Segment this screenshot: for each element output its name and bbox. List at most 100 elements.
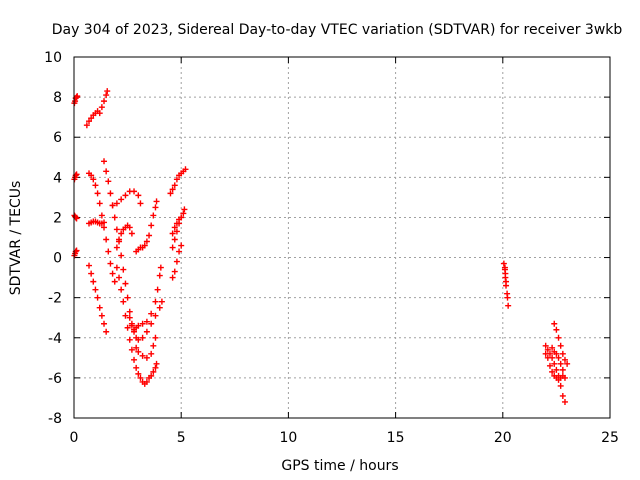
data-point — [88, 115, 95, 122]
data-point — [116, 236, 123, 243]
data-series-1 — [71, 93, 81, 107]
data-point — [549, 344, 556, 351]
data-point — [128, 230, 135, 237]
data-point — [133, 364, 140, 371]
data-point — [118, 230, 125, 237]
data-point — [107, 190, 114, 197]
data-point — [88, 270, 95, 277]
data-point — [126, 224, 133, 231]
data-point — [167, 190, 174, 197]
data-series-6 — [86, 218, 108, 227]
data-point — [542, 342, 549, 349]
data-point — [103, 236, 110, 243]
data-point — [173, 220, 180, 227]
y-tick-label: 4 — [53, 170, 62, 186]
data-point — [561, 398, 568, 405]
data-point — [128, 322, 135, 329]
data-point — [120, 298, 127, 305]
data-point — [137, 374, 144, 381]
data-point — [109, 270, 116, 277]
data-point — [113, 244, 120, 251]
data-point — [105, 248, 112, 255]
data-point — [153, 360, 160, 367]
data-point — [546, 362, 553, 369]
data-point — [109, 202, 116, 209]
data-point — [156, 272, 163, 279]
data-point — [152, 364, 159, 371]
y-tick-label: 2 — [53, 210, 62, 226]
data-point — [171, 236, 178, 243]
data-point — [148, 350, 155, 357]
data-point — [173, 176, 180, 183]
data-point — [156, 304, 163, 311]
data-point — [169, 230, 176, 237]
y-tick-label: 8 — [53, 90, 62, 106]
y-tick-labels: -8 -6 -4 -2 0 2 4 6 8 10 — [44, 50, 62, 427]
data-point — [86, 262, 93, 269]
data-point — [171, 224, 178, 231]
data-point — [131, 356, 138, 363]
data-point — [107, 260, 114, 267]
data-series-17 — [169, 206, 188, 251]
data-point — [502, 270, 509, 277]
data-point — [96, 200, 103, 207]
x-tick-label: 10 — [279, 430, 297, 446]
data-point — [126, 308, 133, 315]
data-point — [90, 176, 97, 183]
data-point — [105, 178, 112, 185]
data-point — [126, 336, 133, 343]
data-series-24 — [551, 320, 571, 367]
data-point — [553, 350, 560, 357]
data-points — [71, 88, 571, 405]
data-point — [555, 354, 562, 361]
data-point — [103, 92, 110, 99]
y-tick-label: -6 — [48, 371, 62, 387]
data-point — [173, 228, 180, 235]
data-point — [113, 200, 120, 207]
data-series-23 — [542, 350, 568, 383]
data-point — [559, 350, 566, 357]
data-point — [94, 190, 101, 197]
data-point — [135, 348, 142, 355]
data-point — [92, 286, 99, 293]
data-point — [551, 360, 558, 367]
data-point — [139, 320, 146, 327]
data-point — [98, 212, 105, 219]
data-point — [141, 242, 148, 249]
data-point — [564, 360, 571, 367]
data-point — [120, 266, 127, 273]
data-point — [150, 342, 157, 349]
data-point — [154, 286, 161, 293]
data-point — [143, 238, 150, 245]
data-point — [74, 93, 81, 100]
data-point — [143, 328, 150, 335]
data-point — [176, 248, 183, 255]
data-point — [557, 360, 564, 367]
data-point — [553, 366, 560, 373]
x-tick-label: 20 — [494, 430, 512, 446]
data-point — [103, 328, 110, 335]
data-point — [559, 366, 566, 373]
data-point — [152, 312, 159, 319]
data-point — [559, 392, 566, 399]
data-series-20 — [500, 260, 512, 309]
data-point — [116, 274, 123, 281]
data-point — [542, 350, 549, 357]
data-point — [173, 258, 180, 265]
data-point — [139, 334, 146, 341]
data-point — [73, 247, 80, 254]
data-point — [152, 334, 159, 341]
data-series-25 — [549, 344, 566, 373]
x-tick-label: 25 — [601, 430, 619, 446]
data-point — [122, 312, 129, 319]
data-series-12 — [113, 264, 160, 387]
data-point — [501, 264, 508, 271]
data-point — [124, 294, 131, 301]
data-series-13 — [126, 264, 164, 333]
data-point — [544, 346, 551, 353]
data-series-9 — [101, 158, 165, 343]
data-point — [86, 118, 93, 125]
data-point — [553, 326, 560, 333]
data-series-14 — [133, 334, 159, 361]
data-point — [118, 286, 125, 293]
